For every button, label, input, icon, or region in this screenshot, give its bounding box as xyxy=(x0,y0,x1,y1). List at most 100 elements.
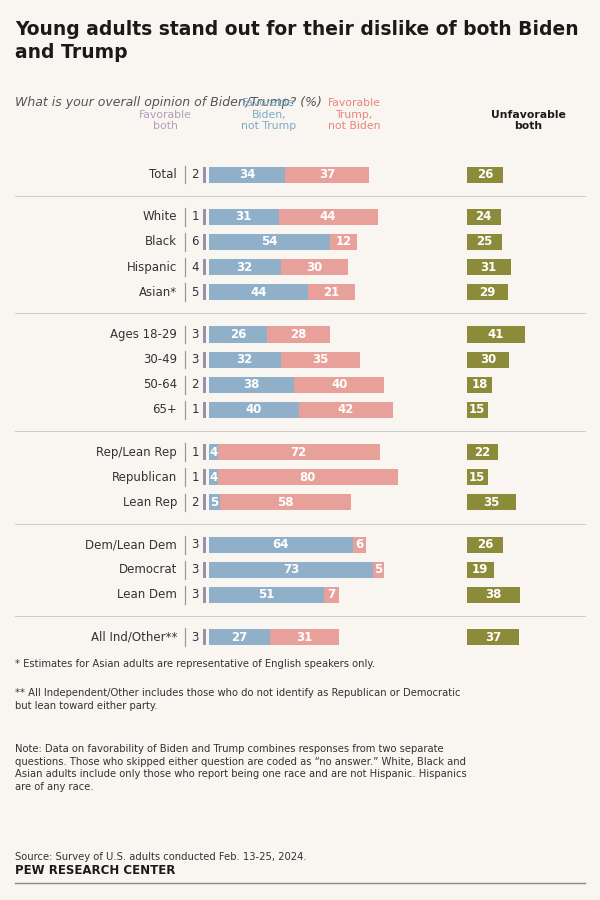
Text: 3: 3 xyxy=(191,563,199,576)
Text: 7: 7 xyxy=(328,589,335,601)
Text: 5: 5 xyxy=(211,496,218,509)
Text: 18: 18 xyxy=(472,378,488,392)
Bar xyxy=(209,494,220,510)
Bar xyxy=(209,562,373,578)
Bar xyxy=(269,629,340,645)
Text: 30-49: 30-49 xyxy=(143,353,177,366)
Bar xyxy=(209,402,299,418)
Bar xyxy=(268,327,331,343)
Text: 1: 1 xyxy=(191,211,199,223)
Bar xyxy=(299,402,394,418)
Text: 32: 32 xyxy=(236,261,253,274)
Text: 3: 3 xyxy=(191,631,199,644)
Text: 50-64: 50-64 xyxy=(143,378,177,392)
Bar xyxy=(203,327,206,343)
Bar xyxy=(467,284,508,301)
Bar xyxy=(467,234,502,250)
Bar xyxy=(203,377,206,392)
Text: 24: 24 xyxy=(476,211,492,223)
Bar xyxy=(203,536,206,553)
Text: Source: Survey of U.S. adults conducted Feb. 13-25, 2024.: Source: Survey of U.S. adults conducted … xyxy=(15,852,307,862)
Bar xyxy=(209,352,281,368)
Bar xyxy=(203,494,206,510)
Text: Unfavorable
both: Unfavorable both xyxy=(491,110,565,131)
Text: Asian*: Asian* xyxy=(139,285,177,299)
Text: * Estimates for Asian adults are representative of English speakers only.: * Estimates for Asian adults are represe… xyxy=(15,659,375,669)
Text: 1: 1 xyxy=(191,446,199,459)
Text: 1: 1 xyxy=(191,403,199,417)
Bar xyxy=(203,402,206,418)
Text: Hispanic: Hispanic xyxy=(127,261,177,274)
Text: 65+: 65+ xyxy=(152,403,177,417)
Text: Favorable
Biden,
not Trump: Favorable Biden, not Trump xyxy=(241,98,296,131)
Text: PEW RESEARCH CENTER: PEW RESEARCH CENTER xyxy=(15,864,175,877)
Bar xyxy=(467,377,492,392)
Text: 31: 31 xyxy=(296,631,313,644)
Bar xyxy=(286,166,368,183)
Bar xyxy=(209,444,218,460)
Bar xyxy=(467,352,509,368)
Text: 40: 40 xyxy=(245,403,262,417)
Text: Favorable
both: Favorable both xyxy=(139,110,191,131)
Text: 51: 51 xyxy=(258,589,274,601)
Text: 34: 34 xyxy=(239,168,255,181)
Text: Rep/Lean Rep: Rep/Lean Rep xyxy=(96,446,177,459)
Bar xyxy=(281,352,359,368)
Bar xyxy=(467,327,524,343)
Bar xyxy=(203,629,206,645)
Text: Democrat: Democrat xyxy=(119,563,177,576)
Text: 22: 22 xyxy=(474,446,490,459)
Bar xyxy=(203,444,206,460)
Text: 19: 19 xyxy=(472,563,488,576)
Text: 31: 31 xyxy=(236,211,252,223)
Text: 21: 21 xyxy=(323,285,340,299)
Text: Young adults stand out for their dislike of both Biden
and Trump: Young adults stand out for their dislike… xyxy=(15,20,578,62)
Text: 4: 4 xyxy=(209,446,217,459)
Text: 80: 80 xyxy=(299,471,316,484)
Text: 31: 31 xyxy=(481,261,497,274)
Text: What is your overall opinion of Biden/Trump? (%): What is your overall opinion of Biden/Tr… xyxy=(15,96,322,109)
Bar xyxy=(278,209,377,225)
Text: 15: 15 xyxy=(469,403,485,417)
Text: 38: 38 xyxy=(485,589,502,601)
Bar xyxy=(467,444,498,460)
Text: Favorable
Trump,
not Biden: Favorable Trump, not Biden xyxy=(328,98,380,131)
Text: 5: 5 xyxy=(191,285,199,299)
Text: 1: 1 xyxy=(191,471,199,484)
Text: 26: 26 xyxy=(230,328,246,341)
Bar xyxy=(203,352,206,368)
Bar xyxy=(203,469,206,485)
Text: 26: 26 xyxy=(477,168,493,181)
Text: 6: 6 xyxy=(355,538,364,551)
Text: 58: 58 xyxy=(277,496,293,509)
Text: Black: Black xyxy=(145,236,177,248)
Text: 32: 32 xyxy=(236,353,253,366)
Bar xyxy=(467,587,520,603)
Bar xyxy=(467,536,503,553)
Bar xyxy=(209,469,218,485)
Bar xyxy=(203,259,206,275)
Text: 3: 3 xyxy=(191,538,199,551)
Bar xyxy=(209,629,269,645)
Text: 44: 44 xyxy=(320,211,336,223)
Bar xyxy=(203,234,206,250)
Bar xyxy=(331,234,358,250)
Text: 40: 40 xyxy=(331,378,347,392)
Bar xyxy=(203,587,206,603)
Bar xyxy=(294,377,384,392)
Bar xyxy=(467,209,500,225)
Bar xyxy=(308,284,355,301)
Bar xyxy=(323,587,340,603)
Bar xyxy=(209,259,281,275)
Text: 30: 30 xyxy=(307,261,323,274)
Text: 2: 2 xyxy=(191,496,199,509)
Bar xyxy=(373,562,385,578)
Text: 38: 38 xyxy=(244,378,260,392)
Text: Lean Dem: Lean Dem xyxy=(117,589,177,601)
Bar xyxy=(467,402,488,418)
Bar xyxy=(203,284,206,301)
Text: 12: 12 xyxy=(335,236,352,248)
Bar xyxy=(218,469,398,485)
Bar xyxy=(467,259,511,275)
Bar xyxy=(209,536,353,553)
